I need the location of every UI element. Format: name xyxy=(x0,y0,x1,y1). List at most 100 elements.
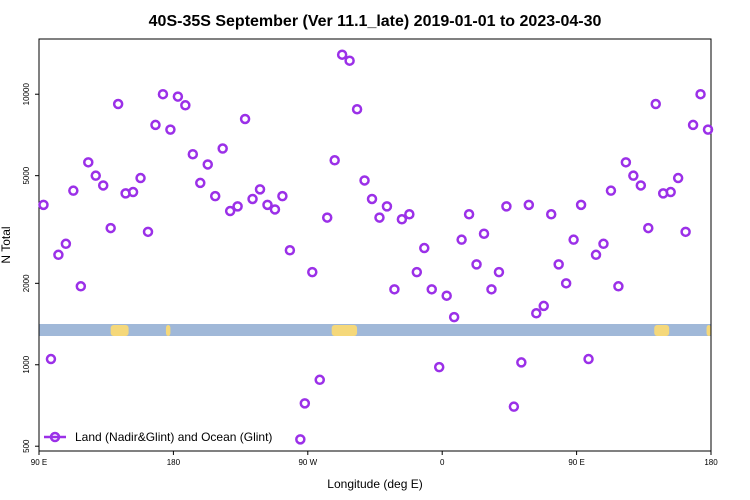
data-point xyxy=(531,308,542,319)
data-point xyxy=(195,177,206,189)
data-point xyxy=(620,157,632,168)
data-point xyxy=(687,119,699,131)
data-point xyxy=(404,209,415,220)
data-point xyxy=(441,290,452,301)
data-point xyxy=(239,113,251,125)
plot-area: 90 E 180 90 W 0 90 E 180 500 1000 2000 5000 10000 xyxy=(22,38,718,467)
data-point xyxy=(456,234,467,245)
data-point xyxy=(374,212,385,223)
data-point xyxy=(366,193,378,205)
data-point xyxy=(478,228,490,239)
data-point xyxy=(359,175,370,186)
data-point xyxy=(643,222,654,234)
data-point xyxy=(695,88,706,100)
y-tick-label: 5000 xyxy=(22,166,31,184)
data-point xyxy=(135,172,146,184)
land-segment xyxy=(331,325,358,336)
ocean-strip xyxy=(39,324,711,336)
data-point xyxy=(560,278,572,289)
data-point xyxy=(180,100,191,111)
legend-entry: Land (Nadir&Glint) and Ocean (Glint) xyxy=(75,430,272,444)
legend: Land (Nadir&Glint) and Ocean (Glint) xyxy=(44,430,272,444)
data-point xyxy=(463,209,475,220)
data-point xyxy=(90,170,101,181)
data-point xyxy=(299,398,311,409)
data-point xyxy=(202,159,213,170)
data-point xyxy=(389,284,400,295)
x-tick-label: 90 W xyxy=(298,458,317,467)
data-point xyxy=(433,361,445,373)
data-point xyxy=(277,190,288,202)
data-point xyxy=(553,259,564,270)
land-segment xyxy=(706,325,711,336)
data-point xyxy=(344,55,355,66)
data-point xyxy=(172,91,184,102)
data-point xyxy=(45,353,57,365)
data-point xyxy=(53,249,64,261)
data-point xyxy=(83,157,94,168)
chart-title: 40S-35S September (Ver 11.1_late) 2019-0… xyxy=(149,13,602,30)
data-point xyxy=(307,266,318,278)
data-point xyxy=(381,201,393,212)
data-point xyxy=(112,98,124,110)
y-tick-label: 2000 xyxy=(22,274,31,292)
data-point xyxy=(702,124,714,135)
data-point xyxy=(471,259,482,270)
data-point xyxy=(224,205,236,217)
data-point xyxy=(150,119,161,131)
data-point xyxy=(493,266,505,278)
x-tick-label: 90 E xyxy=(568,458,584,467)
data-point xyxy=(336,49,348,60)
y-tick-label: 10000 xyxy=(22,83,31,106)
data-point xyxy=(217,143,228,154)
data-point xyxy=(545,209,557,220)
data-point xyxy=(351,103,363,115)
data-point xyxy=(508,401,520,412)
data-point xyxy=(209,190,221,202)
data-point xyxy=(590,249,602,261)
data-point xyxy=(568,234,579,245)
data-point xyxy=(97,180,109,191)
data-point xyxy=(650,98,661,110)
data-point xyxy=(60,238,72,250)
data-point xyxy=(254,184,266,195)
data-point xyxy=(321,212,333,223)
data-point xyxy=(605,185,617,196)
data-point xyxy=(523,199,535,211)
data-point xyxy=(672,172,684,184)
data-point xyxy=(105,222,116,234)
data-point xyxy=(628,170,639,181)
data-point xyxy=(127,186,139,198)
data-point xyxy=(516,357,527,368)
data-point xyxy=(635,180,647,191)
data-point xyxy=(142,226,154,238)
data-point xyxy=(583,353,594,365)
data-point xyxy=(598,238,609,250)
x-axis-label: Longitude (deg E) xyxy=(327,477,422,491)
y-tick-label: 500 xyxy=(22,439,31,453)
land-segment xyxy=(165,325,171,336)
data-point xyxy=(329,155,340,166)
data-point xyxy=(262,199,273,211)
data-point xyxy=(426,284,437,295)
data-point xyxy=(295,434,306,445)
data-point xyxy=(269,204,281,215)
data-point xyxy=(396,214,408,225)
land-segment xyxy=(654,325,670,336)
legend-marker xyxy=(49,431,61,443)
data-point xyxy=(575,199,587,211)
data-point xyxy=(411,266,423,278)
land-segment xyxy=(110,325,129,336)
data-point xyxy=(419,242,430,254)
data-point xyxy=(75,281,87,292)
data-point xyxy=(665,186,676,198)
data-point xyxy=(247,193,258,205)
data-point xyxy=(68,185,79,196)
data-point xyxy=(314,374,325,386)
data-point xyxy=(157,88,169,100)
x-tick-label: 90 E xyxy=(31,458,47,467)
data-point xyxy=(232,201,243,212)
data-point xyxy=(165,124,176,135)
data-point xyxy=(680,226,691,238)
